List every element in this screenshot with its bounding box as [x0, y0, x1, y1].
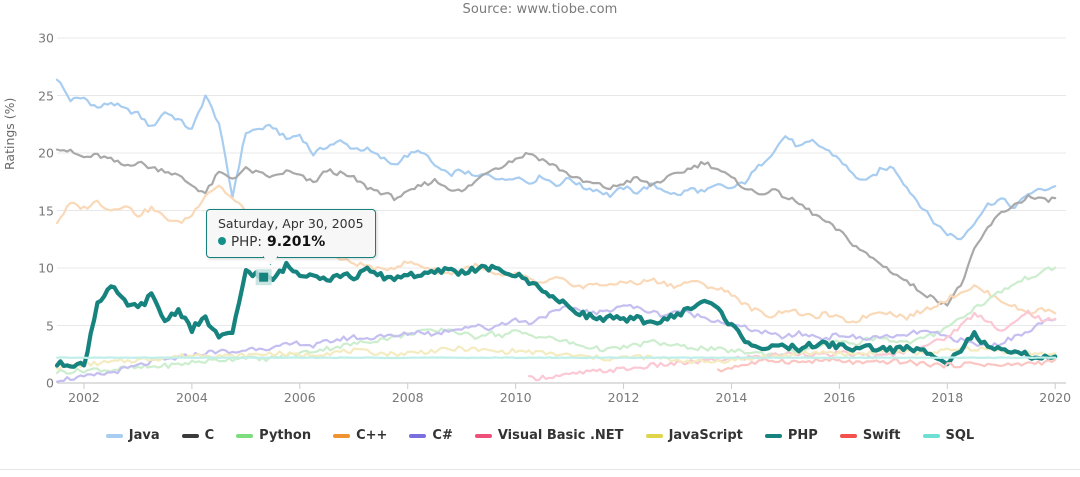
- legend-swatch-icon: [181, 433, 199, 438]
- tooltip-point-marker[interactable]: [259, 272, 269, 282]
- y-tick-label: 25: [38, 88, 54, 103]
- bottom-divider: [0, 469, 1080, 470]
- x-tick-label: 2020: [1039, 390, 1072, 405]
- legend-label: Visual Basic .NET: [497, 428, 624, 443]
- legend-item-c-[interactable]: C++: [333, 428, 387, 443]
- series-line-c: [55, 148, 1057, 307]
- series-line-python: [55, 266, 1057, 375]
- legend-item-sql[interactable]: SQL: [922, 428, 975, 443]
- series-dot-icon: [218, 237, 226, 245]
- legend-swatch-icon: [922, 433, 940, 438]
- legend-swatch-icon: [105, 433, 123, 438]
- legend-item-swift[interactable]: Swift: [839, 428, 901, 443]
- y-tick-label: 20: [38, 145, 54, 161]
- x-tick-label: 2018: [931, 390, 964, 405]
- x-tick-label: 2004: [175, 390, 208, 405]
- tooltip-date: Saturday, Apr 30, 2005: [218, 216, 364, 231]
- legend-swatch-icon: [236, 433, 254, 438]
- legend-item-c-[interactable]: C#: [409, 428, 453, 443]
- legend-swatch-icon: [474, 433, 492, 438]
- x-tick-label: 2012: [607, 390, 640, 405]
- legend-label: PHP: [787, 428, 818, 443]
- series-line-java: [55, 78, 1057, 241]
- legend-item-javascript[interactable]: JavaScript: [645, 428, 743, 443]
- legend-swatch-icon: [333, 433, 351, 438]
- legend-swatch-icon: [764, 433, 782, 438]
- legend-label: Java: [128, 428, 160, 443]
- series-line-php: [54, 260, 1058, 369]
- x-tick-label: 2016: [823, 390, 856, 405]
- y-tick-label: 0: [46, 375, 54, 391]
- x-tick-label: 2010: [499, 390, 532, 405]
- legend-item-c[interactable]: C: [181, 428, 215, 443]
- legend-label: Python: [259, 428, 312, 443]
- series-line-swift: [716, 357, 1057, 373]
- x-tick-label: 2008: [391, 390, 424, 405]
- tooltip-series-value: 9.201%: [266, 234, 326, 250]
- series-line-c-: [55, 303, 1057, 383]
- legend-swatch-icon: [839, 433, 857, 438]
- series-line-c-: [55, 184, 1057, 324]
- tooltip-series-name: PHP:: [231, 234, 262, 250]
- legend-item-visual-basic-net[interactable]: Visual Basic .NET: [474, 428, 624, 443]
- chart-legend: Java C Python C++ C# Visual Basic .NET JavaScr…: [0, 428, 1080, 443]
- legend-label: C#: [432, 428, 453, 443]
- legend-item-php[interactable]: PHP: [764, 428, 818, 443]
- y-tick-label: 5: [46, 318, 54, 333]
- series-line-javascript: [55, 345, 1057, 370]
- legend-item-java[interactable]: Java: [105, 428, 160, 443]
- legend-label: Swift: [862, 428, 901, 443]
- legend-item-python[interactable]: Python: [236, 428, 311, 443]
- x-tick-label: 2014: [715, 390, 748, 405]
- tooltip-series-row: PHP: 9.201%: [218, 234, 364, 250]
- series-line-sql: [55, 356, 1057, 360]
- x-tick-label: 2006: [283, 390, 316, 405]
- y-axis-tick-labels: 0 5 10 15 20 25 30: [12, 0, 54, 477]
- legend-swatch-icon: [409, 433, 427, 438]
- y-tick-label: 30: [38, 30, 54, 46]
- y-tick-label: 15: [38, 203, 54, 218]
- legend-label: C: [204, 428, 215, 443]
- source-label: Source: www.tiobe.com: [462, 2, 618, 17]
- legend-label: SQL: [945, 428, 975, 443]
- y-tick-label: 10: [38, 260, 54, 276]
- chart-tooltip: Saturday, Apr 30, 2005 PHP: 9.201%: [206, 209, 376, 265]
- legend-label: JavaScript: [668, 428, 743, 443]
- legend-swatch-icon: [645, 433, 663, 438]
- legend-label: C++: [356, 428, 388, 443]
- x-tick-label: 2002: [68, 390, 100, 405]
